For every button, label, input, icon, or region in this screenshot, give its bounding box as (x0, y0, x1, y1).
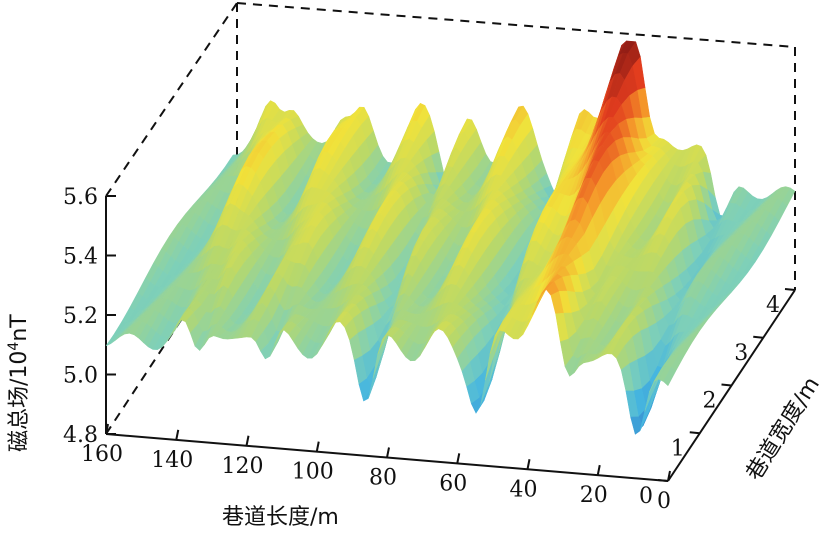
y-tick-label: 0 (639, 484, 653, 509)
z-tick-label: 5.2 (63, 304, 98, 329)
x-tick-label: 160 (81, 442, 123, 467)
y-tick-label: 3 (734, 341, 748, 366)
y-tick-mark (784, 288, 796, 291)
surface-plot (105, 40, 796, 435)
x-axis-title: 巷道长度/m (222, 505, 339, 530)
y-tick-label: 4 (766, 293, 780, 318)
x-tick-label: 140 (151, 448, 193, 473)
x-tick-mark (245, 435, 250, 446)
x-tick-label: 20 (580, 483, 608, 508)
x-tick-label: 0 (657, 489, 671, 514)
x-tick-label: 80 (369, 466, 397, 491)
x-tick-mark (456, 453, 461, 464)
x-tick-mark (175, 429, 180, 441)
y-tick-mark (689, 431, 700, 435)
x-axis-ticks: 0 20 40 60 80 100 120 140 160 (81, 423, 671, 514)
z-tick-label: 4.8 (63, 423, 98, 448)
x-tick-mark (596, 464, 601, 476)
z-tick-label: 5.0 (63, 364, 98, 389)
y-axis-title: 巷道宽度/m (742, 373, 825, 485)
z-axis-title: 磁总场/104nT (6, 314, 32, 452)
x-tick-label: 40 (510, 477, 538, 502)
box-back-top (236, 2, 796, 48)
surface-patch (663, 366, 677, 387)
y-tick-label: 2 (703, 389, 717, 414)
x-tick-mark (526, 459, 531, 470)
z-axis-ticks: 4.8 5.0 5.2 5.4 5.6 (63, 185, 116, 448)
z-tick-label: 5.4 (63, 245, 98, 270)
x-tick-label: 120 (222, 454, 264, 479)
svg-text:磁总场/104nT: 磁总场/104nT (6, 314, 32, 452)
y-tick-label: 1 (671, 436, 685, 461)
x-tick-label: 60 (439, 471, 467, 496)
y-tick-mark (753, 335, 764, 339)
x-tick-mark (105, 423, 109, 435)
y-tick-mark (721, 383, 732, 387)
x-tick-label: 100 (292, 460, 334, 485)
z-tick-label: 5.6 (63, 185, 98, 210)
z-axis-title-sup: 4 (6, 342, 22, 351)
z-axis-title-main: 磁总场/10 (7, 351, 32, 452)
box-left-top-diagonal (105, 2, 238, 197)
z-axis-title-unit: nT (7, 314, 32, 342)
box-y-axis (667, 289, 796, 482)
x-tick-mark (386, 447, 390, 458)
box-x-axis (105, 433, 669, 482)
surface-patch (105, 333, 120, 347)
x-tick-mark (315, 441, 320, 452)
